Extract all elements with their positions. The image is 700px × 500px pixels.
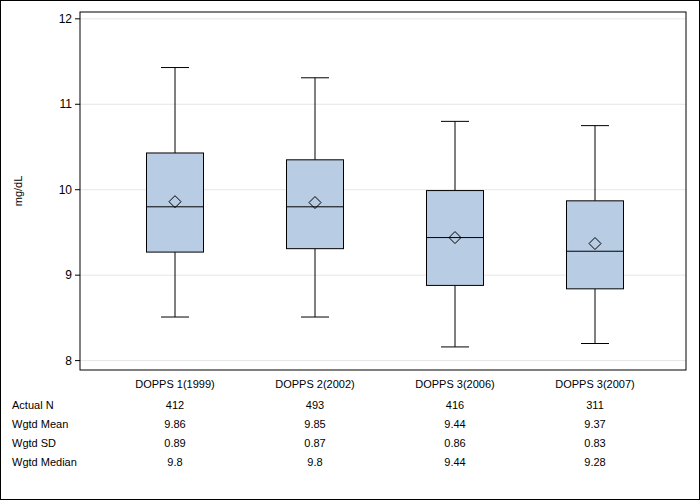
box — [567, 201, 624, 289]
grid-line — [80, 360, 686, 361]
table-cell: 9.85 — [304, 418, 325, 430]
lower-whisker — [175, 252, 176, 317]
y-tick-label: 10 — [59, 183, 73, 197]
lower-cap — [161, 317, 189, 318]
table-cell: 9.44 — [444, 456, 465, 468]
table-cell: 416 — [446, 399, 464, 411]
table-cell: 311 — [586, 399, 604, 411]
lower-whisker — [595, 289, 596, 344]
mean-marker — [589, 238, 601, 250]
upper-cap — [161, 67, 189, 68]
upper-whisker — [175, 68, 176, 153]
lower-whisker — [455, 285, 456, 347]
mean-marker — [169, 196, 181, 208]
table-cell: 0.86 — [444, 437, 465, 449]
x-tick-label: DOPPS 1(1999) — [135, 378, 214, 390]
lower-whisker — [315, 249, 316, 317]
median-line — [287, 206, 344, 207]
box — [427, 191, 484, 286]
x-tick-label: DOPPS 3(2007) — [555, 378, 634, 390]
lower-cap — [441, 346, 469, 347]
x-tick-label: DOPPS 3(2006) — [415, 378, 494, 390]
chart: 8 9 10 11 12 mg/dL DOPPS 1(1999) DOPPS 2(2002) D… — [0, 0, 700, 500]
table-row-label: Wgtd Mean — [12, 418, 68, 430]
table-cell: 9.37 — [584, 418, 605, 430]
grid-line — [80, 18, 686, 19]
table-cell: 0.87 — [304, 437, 325, 449]
y-tick-label: 9 — [65, 268, 72, 282]
y-tick-label: 12 — [59, 12, 73, 26]
y-axis-label: mg/dL — [12, 176, 24, 207]
table-cell: 9.44 — [444, 418, 465, 430]
upper-cap — [581, 125, 609, 126]
x-tick-label: DOPPS 2(2002) — [275, 378, 354, 390]
median-line — [567, 251, 624, 252]
lower-cap — [581, 343, 609, 344]
mean-marker — [309, 197, 321, 209]
upper-whisker — [455, 121, 456, 190]
upper-whisker — [315, 78, 316, 160]
y-tick-label: 8 — [65, 354, 72, 368]
y-tick — [75, 275, 80, 276]
upper-whisker — [595, 126, 596, 201]
table-cell: 9.28 — [584, 456, 605, 468]
upper-cap — [441, 121, 469, 122]
y-tick — [75, 189, 80, 190]
boxes — [147, 68, 624, 347]
lower-cap — [301, 317, 329, 318]
table-row-label: Wgtd SD — [12, 437, 56, 449]
upper-cap — [301, 77, 329, 78]
table-cell: 9.8 — [307, 456, 322, 468]
y-tick — [75, 18, 80, 19]
mean-marker — [449, 232, 461, 244]
y-tick — [75, 104, 80, 105]
grid-line — [80, 104, 686, 105]
outer-frame — [1, 1, 700, 500]
table-cell: 412 — [166, 399, 184, 411]
table-row-label: Wgtd Median — [12, 456, 77, 468]
table-cell: 9.8 — [167, 456, 182, 468]
table-cell: 9.86 — [164, 418, 185, 430]
y-tick-label: 11 — [60, 97, 73, 111]
box — [287, 160, 344, 249]
table-row-label: Actual N — [12, 399, 54, 411]
table-cell: 493 — [306, 399, 324, 411]
plot-frame — [80, 12, 686, 370]
table-cell: 0.89 — [164, 437, 185, 449]
median-line — [427, 237, 484, 238]
y-tick — [75, 360, 80, 361]
box — [147, 153, 204, 252]
table-cell: 0.83 — [584, 437, 605, 449]
